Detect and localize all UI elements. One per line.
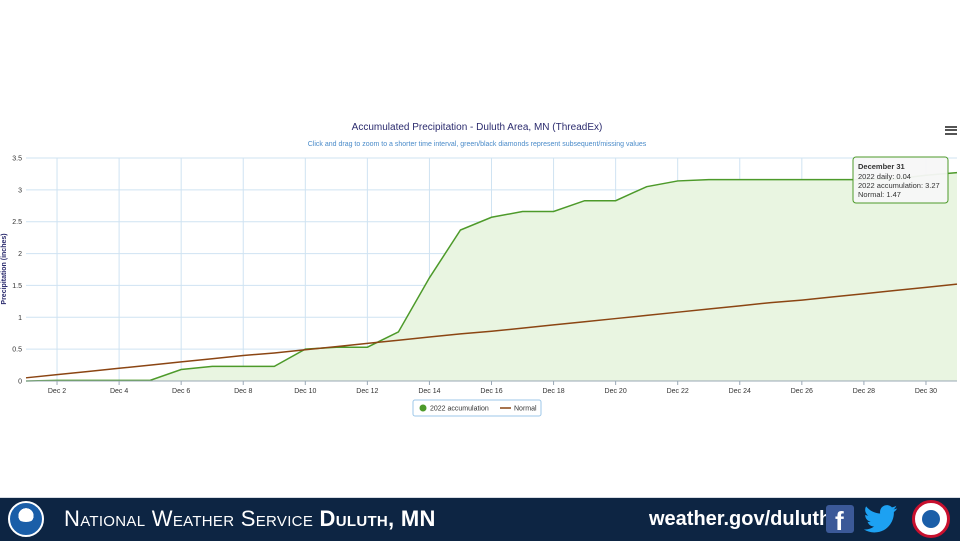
menu-bar (945, 129, 957, 131)
x-tick-label: Dec 30 (915, 388, 937, 395)
website-url[interactable]: weather.gov/duluth (649, 508, 832, 530)
y-axis-title: Precipitation (inches) (1, 233, 8, 304)
series-line-normal[interactable] (25, 283, 958, 379)
nws-logo[interactable] (912, 500, 950, 538)
y-tick-label: 0 (18, 379, 22, 386)
x-tick-label: Dec 2 (48, 388, 66, 395)
nws-logo-center (922, 510, 940, 528)
x-tick-label: Dec 20 (605, 388, 627, 395)
legend-item-2022-accumulation[interactable]: 2022 accumulation (419, 404, 489, 413)
tooltip-line-normal: Normal: 1.47 (858, 190, 901, 199)
y-tick-label: 3.5 (12, 156, 22, 163)
x-tick-label: Dec 18 (542, 388, 564, 395)
legend-label-2022: 2022 accumulation (430, 406, 489, 413)
x-tick-label: Dec 12 (356, 388, 378, 395)
tooltip-line-accumulation: 2022 accumulation: 3.27 (858, 181, 940, 190)
noaa-logo[interactable] (8, 501, 44, 537)
y-tick-label: 2 (18, 251, 22, 258)
tooltip-line-daily: 2022 daily: 0.04 (858, 172, 911, 181)
series-lines[interactable] (25, 171, 958, 382)
chart: Accumulated Precipitation - Duluth Area,… (1, 122, 958, 417)
axes: 0 0.5 1 1.5 2 2.5 3 3.5 Dec 2 Dec 4 Dec 6 Dec 8 Dec … (12, 156, 957, 395)
organization-office: Duluth, MN (319, 506, 436, 531)
x-tick-label: Dec 24 (729, 388, 751, 395)
chart-menu-button[interactable] (944, 124, 958, 136)
x-tick-label: Dec 10 (294, 388, 316, 395)
organization-name: National Weather Service Duluth, MN (64, 506, 436, 532)
x-tick-label: Dec 8 (234, 388, 252, 395)
x-tick-label: Dec 22 (667, 388, 689, 395)
twitter-icon[interactable] (864, 505, 898, 533)
organization-name-light: National Weather Service (64, 506, 314, 531)
tooltip-box (852, 156, 949, 204)
legend-label-normal: Normal (514, 406, 537, 413)
y-tick-label: 0.5 (12, 347, 22, 354)
area-2022-accumulation (26, 172, 957, 381)
facebook-icon[interactable]: f (826, 505, 854, 536)
legend[interactable]: 2022 accumulation Normal (412, 399, 542, 417)
area-fill (26, 172, 957, 381)
x-tick-label: Dec 28 (853, 388, 875, 395)
chart-subtitle: Click and drag to zoom to a shorter time… (308, 141, 647, 148)
x-tick-label: Dec 6 (172, 388, 190, 395)
y-tick-label: 2.5 (12, 219, 22, 226)
legend-item-normal[interactable]: Normal (500, 406, 537, 413)
y-tick-label: 1 (18, 315, 22, 322)
legend-box (412, 399, 542, 417)
menu-bar (945, 125, 957, 128)
legend-symbol-2022 (419, 404, 427, 412)
x-tick-label: Dec 14 (418, 388, 440, 395)
noaa-bird-icon (19, 512, 33, 526)
menu-bar (945, 132, 957, 135)
chart-title: Accumulated Precipitation - Duluth Area,… (352, 122, 603, 133)
x-tick-label: Dec 4 (110, 388, 128, 395)
y-tick-label: 1.5 (12, 283, 22, 290)
tooltip-title: December 31 (858, 162, 905, 171)
facebook-letter: f (835, 506, 844, 536)
tooltip: December 31 2022 daily: 0.04 2022 accumu… (852, 156, 949, 204)
footer-banner: National Weather Service Duluth, MN weat… (0, 497, 960, 541)
x-tick-label: Dec 26 (791, 388, 813, 395)
y-tick-label: 3 (18, 187, 22, 194)
series-line-2022-accumulation[interactable] (25, 171, 958, 382)
x-tick-label: Dec 16 (480, 388, 502, 395)
